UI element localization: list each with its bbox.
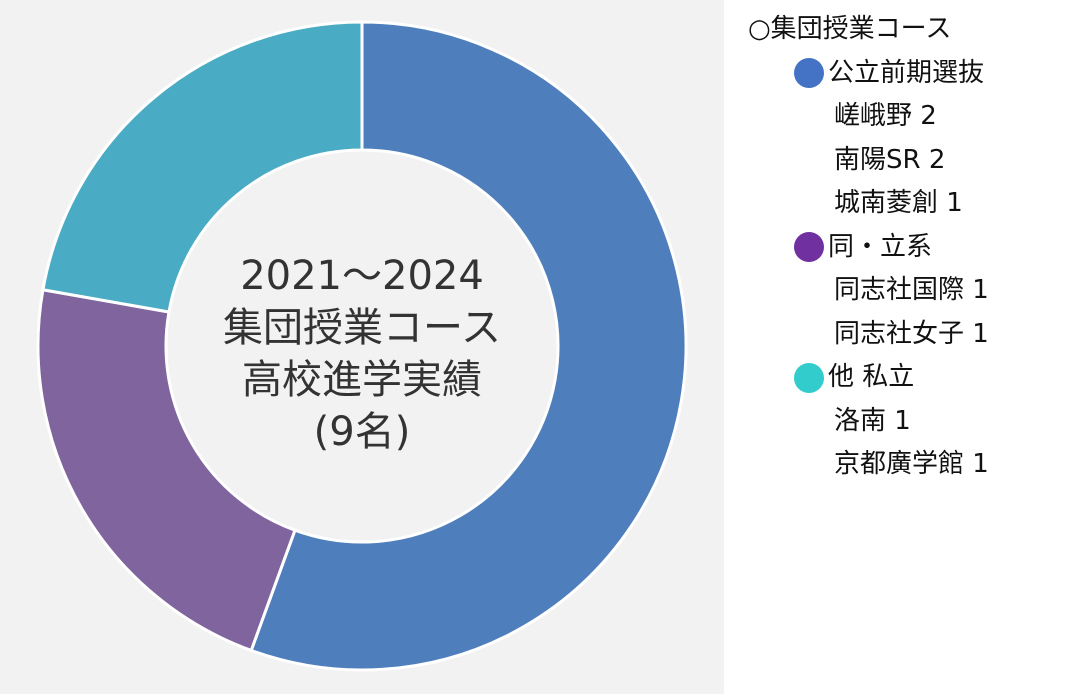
legend-item: 洛南 1 [834,405,911,436]
legend-group-label: 同・立系 [828,231,933,262]
legend-group-title: 同・立系 [794,226,989,270]
legend-dot-icon [794,362,824,393]
legend-group-public: 公立前期選抜 嵯峨野 2 南陽SR 2 城南菱創 1 [794,52,989,226]
donut-slice-3 [41,20,364,314]
legend-group-doshisha-ritsumeikan: 同・立系 同志社国際 1 同志社女子 1 [794,226,989,357]
legend-group-title: 他 私立 [794,356,989,400]
legend-group-other-private: 他 私立 洛南 1 京都廣学館 1 [794,356,989,487]
legend-item: 同志社国際 1 [834,275,989,305]
legend-item: 城南菱創 1 [834,188,963,218]
legend-item: 南陽SR 2 [834,144,946,175]
legend: ○集団授業コース 公立前期選抜 嵯峨野 2 南陽SR 2 城南菱創 1 同・立系… [748,8,989,487]
donut-chart [36,20,688,672]
center-label-results: 高校進学実績 [242,357,482,403]
legend-group-title: 公立前期選抜 [794,52,989,96]
center-label-count: (9名) [313,409,411,455]
legend-group-label: 公立前期選抜 [828,57,985,88]
legend-item: 嵯峨野 2 [834,101,937,131]
legend-dot-icon [794,58,824,89]
donut-slice-1 [249,20,688,672]
legend-dot-icon [794,232,824,263]
center-label-years: 2021～2024 [240,253,484,299]
donut-slice-2 [36,288,297,653]
legend-group-label: 他 私立 [828,362,915,392]
donut-center-label: 2021～2024 集団授業コース 高校進学実績 (9名) [212,250,512,458]
legend-item: 同志社女子 1 [834,318,989,349]
legend-item: 京都廣学館 1 [834,449,989,479]
chart-panel: 2021～2024 集団授業コース 高校進学実績 (9名) [0,0,724,694]
legend-heading: ○集団授業コース [748,14,952,44]
center-label-course: 集団授業コース [223,305,501,351]
